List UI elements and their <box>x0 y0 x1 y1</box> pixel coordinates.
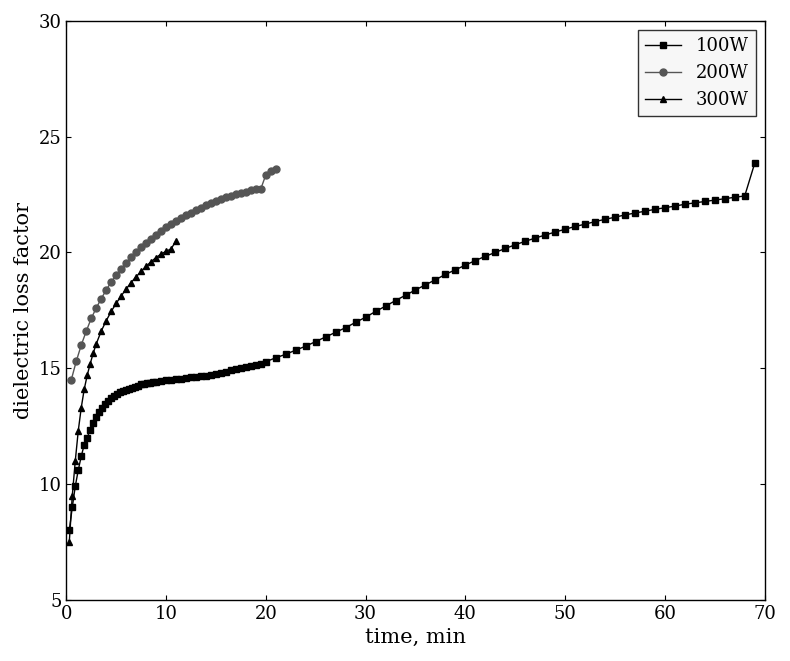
300W <box>167 245 176 253</box>
300W <box>92 340 101 348</box>
300W <box>82 371 92 379</box>
200W <box>66 376 76 384</box>
200W <box>167 220 176 228</box>
100W <box>450 266 460 274</box>
100W <box>85 426 95 434</box>
100W <box>139 380 149 388</box>
Legend: 100W, 200W, 300W: 100W, 200W, 300W <box>638 30 756 116</box>
200W <box>161 223 171 231</box>
300W <box>70 457 80 465</box>
100W <box>501 245 510 253</box>
200W <box>226 192 235 200</box>
300W <box>141 262 151 270</box>
200W <box>116 264 126 272</box>
200W <box>87 315 96 323</box>
300W <box>101 317 111 325</box>
100W <box>236 364 246 372</box>
300W <box>88 349 98 357</box>
X-axis label: time, min: time, min <box>365 628 466 647</box>
200W <box>146 235 156 243</box>
300W <box>122 285 131 293</box>
200W <box>176 214 186 222</box>
200W <box>171 217 181 225</box>
300W <box>126 278 136 286</box>
300W <box>152 254 161 262</box>
300W <box>80 385 89 393</box>
200W <box>216 195 226 203</box>
200W <box>261 171 271 179</box>
200W <box>152 231 161 239</box>
Line: 300W: 300W <box>66 237 179 545</box>
300W <box>137 268 146 276</box>
200W <box>206 199 216 207</box>
300W <box>156 250 166 258</box>
200W <box>241 188 250 196</box>
300W <box>116 292 126 300</box>
200W <box>266 167 276 175</box>
200W <box>251 186 261 194</box>
200W <box>211 197 220 205</box>
300W <box>96 327 106 335</box>
200W <box>246 186 256 194</box>
200W <box>137 243 146 251</box>
200W <box>111 271 121 279</box>
300W <box>161 247 171 255</box>
200W <box>256 185 265 193</box>
200W <box>236 188 246 196</box>
200W <box>77 341 86 349</box>
100W <box>65 526 74 534</box>
300W <box>146 258 156 266</box>
200W <box>131 248 141 256</box>
Line: 200W: 200W <box>68 166 280 383</box>
Y-axis label: dielectric loss factor: dielectric loss factor <box>14 202 33 419</box>
300W <box>111 299 121 307</box>
300W <box>65 538 74 546</box>
300W <box>68 492 77 500</box>
100W <box>351 319 360 327</box>
200W <box>141 239 151 247</box>
200W <box>201 202 211 210</box>
200W <box>101 286 111 294</box>
300W <box>77 404 86 412</box>
200W <box>231 190 241 198</box>
200W <box>271 165 280 173</box>
200W <box>181 212 190 219</box>
200W <box>72 357 81 365</box>
200W <box>96 295 106 303</box>
200W <box>126 253 136 261</box>
200W <box>191 206 201 214</box>
200W <box>196 204 205 212</box>
300W <box>107 307 116 315</box>
200W <box>156 227 166 235</box>
300W <box>131 273 141 281</box>
200W <box>122 259 131 267</box>
200W <box>221 194 231 202</box>
200W <box>81 327 91 335</box>
200W <box>186 209 196 217</box>
200W <box>92 304 101 312</box>
300W <box>73 427 83 435</box>
100W <box>750 159 759 167</box>
200W <box>107 278 116 286</box>
300W <box>171 237 181 245</box>
300W <box>85 360 95 368</box>
Line: 100W: 100W <box>66 160 758 533</box>
